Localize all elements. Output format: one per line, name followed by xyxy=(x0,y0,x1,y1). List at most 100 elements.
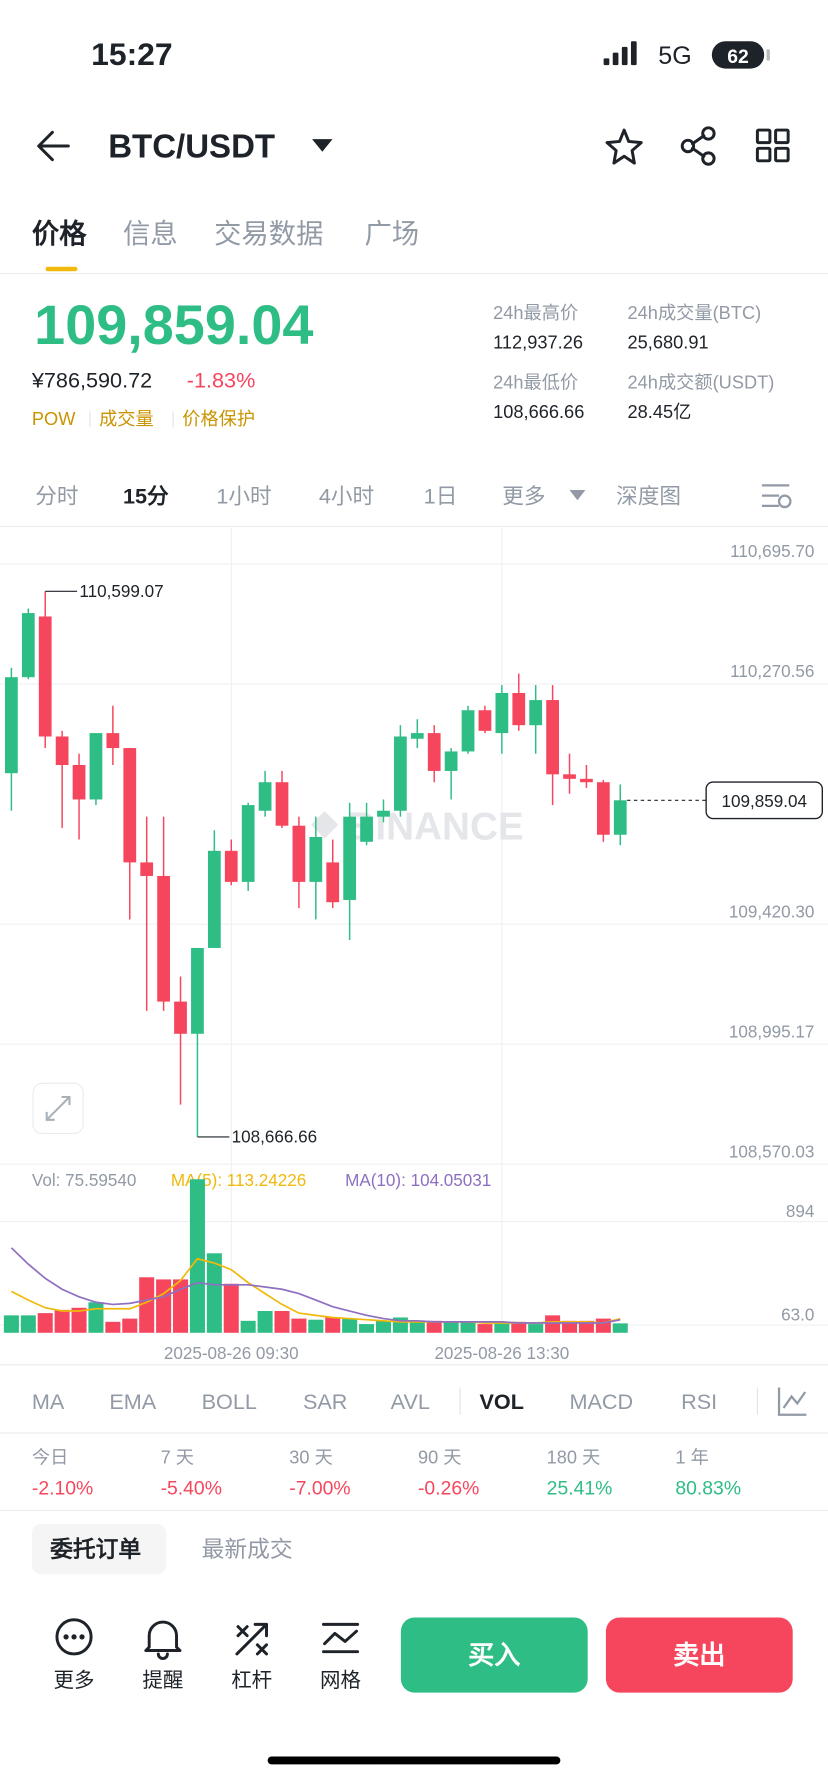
nav-label[interactable]: 网格 xyxy=(320,1669,361,1692)
volume-bar xyxy=(189,1179,205,1333)
volume-bar xyxy=(308,1319,324,1333)
last-price-label: 109,859.04 xyxy=(721,792,806,811)
candle-body xyxy=(207,850,221,948)
share-button[interactable] xyxy=(680,126,716,166)
tab-trading-data[interactable]: 交易数据 xyxy=(214,218,323,249)
nav-label[interactable]: 提醒 xyxy=(142,1669,183,1692)
buy-button[interactable] xyxy=(400,1617,588,1693)
tag[interactable]: 成交量 xyxy=(99,409,154,429)
volume-bar xyxy=(511,1321,527,1333)
tab-price[interactable]: 价格 xyxy=(32,218,87,249)
home-indicator xyxy=(267,1756,561,1765)
back-button[interactable] xyxy=(37,130,70,162)
tab-indicator xyxy=(45,266,78,272)
volume-bar xyxy=(359,1324,375,1333)
candle-body xyxy=(360,816,373,842)
candle-body xyxy=(157,875,170,1002)
indicator-tab[interactable]: MA xyxy=(32,1389,65,1414)
candle-body xyxy=(377,810,390,817)
indicator-tab[interactable]: EMA xyxy=(109,1389,156,1414)
pair-title[interactable]: BTC/USDT xyxy=(108,127,275,164)
period-label: 30 天 xyxy=(289,1448,333,1468)
signal-icon xyxy=(603,41,637,66)
candle-body xyxy=(241,805,255,882)
volume-bar xyxy=(3,1315,19,1333)
nav-label[interactable]: 更多 xyxy=(54,1669,95,1692)
candle-body xyxy=(596,782,610,835)
indicator-tab[interactable]: SAR xyxy=(303,1389,347,1414)
candle-body xyxy=(478,710,492,731)
sell-button[interactable] xyxy=(605,1617,793,1693)
candle-body xyxy=(613,800,627,835)
interval-more[interactable]: 更多 xyxy=(502,484,545,509)
indicator-tab[interactable]: AVL xyxy=(391,1389,430,1414)
indicator-settings[interactable] xyxy=(777,1387,807,1416)
last-price: 109,859.04 xyxy=(34,293,313,356)
volume-bar xyxy=(426,1320,442,1333)
order-tab[interactable]: 最新成交 xyxy=(202,1536,293,1562)
depth-tab[interactable]: 深度图 xyxy=(616,484,681,509)
tag[interactable]: POW xyxy=(32,409,76,429)
order-tab-active[interactable]: 委托订单 xyxy=(49,1536,141,1562)
volume-bar xyxy=(494,1321,510,1333)
chart-settings[interactable] xyxy=(761,484,792,509)
candle-body xyxy=(326,862,340,903)
more-icon[interactable] xyxy=(55,1618,93,1656)
volume-bar xyxy=(223,1283,239,1333)
indicator-tab[interactable]: BOLL xyxy=(202,1389,257,1414)
candle-body xyxy=(563,774,576,779)
volume-bar xyxy=(71,1307,87,1333)
candle-body xyxy=(5,677,18,774)
indicator-tab[interactable]: MACD xyxy=(569,1389,633,1414)
tag[interactable]: 价格保护 xyxy=(182,409,255,429)
stat-label: 24h成交额(USDT) xyxy=(628,373,775,393)
interval-tab[interactable]: 4小时 xyxy=(319,484,374,509)
legend-entry: Vol: 75.59540 xyxy=(32,1171,136,1190)
period-label: 1 年 xyxy=(675,1448,708,1468)
candle-body xyxy=(123,748,137,863)
favorite-button[interactable] xyxy=(605,128,643,165)
interval-tab[interactable]: 1小时 xyxy=(216,484,271,509)
volume-bar xyxy=(88,1302,104,1333)
sell-label[interactable]: 卖出 xyxy=(673,1640,725,1670)
watermark-logo xyxy=(310,811,339,839)
period-change: 25.41% xyxy=(547,1478,613,1500)
interval-tab[interactable]: 分时 xyxy=(35,484,78,509)
candle-body xyxy=(191,947,204,1034)
legend-entry: MA(10): 104.05031 xyxy=(345,1171,491,1190)
volume-bar xyxy=(562,1320,578,1333)
menu-button[interactable] xyxy=(755,128,790,163)
leverage-icon[interactable] xyxy=(235,1622,268,1656)
volume-bar xyxy=(409,1320,425,1333)
candle-body xyxy=(21,613,35,678)
battery-icon xyxy=(711,41,765,69)
interval-tab[interactable]: 1日 xyxy=(424,484,458,509)
y-tick-label: 63.0 xyxy=(781,1305,814,1324)
volume-bar xyxy=(375,1320,391,1333)
volume-bar xyxy=(477,1324,493,1333)
buy-label[interactable]: 买入 xyxy=(468,1640,520,1670)
indicator-tab-active[interactable]: VOL xyxy=(479,1389,523,1414)
nav-label[interactable]: 杠杆 xyxy=(231,1669,272,1692)
tab-info[interactable]: 信息 xyxy=(123,218,178,249)
y-tick-label: 108,995.17 xyxy=(729,1022,814,1041)
x-tick-label: 2025-08-26 13:30 xyxy=(434,1344,569,1363)
period-change: -7.00% xyxy=(289,1478,350,1500)
stat-value: 25,680.91 xyxy=(628,333,709,353)
candle-body xyxy=(461,710,475,752)
x-tick-label: 2025-08-26 09:30 xyxy=(164,1344,299,1363)
volume-bar xyxy=(257,1311,273,1333)
grid-icon[interactable] xyxy=(321,1622,360,1654)
fullscreen-icon xyxy=(45,1095,71,1121)
y-tick-label: 110,270.56 xyxy=(730,662,814,681)
volume-bar xyxy=(37,1313,53,1333)
alert-icon[interactable] xyxy=(144,1620,182,1660)
tab-square[interactable]: 广场 xyxy=(364,218,419,249)
y-tick-label: 109,420.30 xyxy=(729,902,814,921)
candle-body xyxy=(55,736,69,766)
volume-bar xyxy=(173,1279,189,1333)
more-dropdown[interactable] xyxy=(569,489,586,501)
pair-dropdown[interactable] xyxy=(312,139,333,152)
interval-tab-active[interactable]: 15分 xyxy=(123,484,169,509)
indicator-tab[interactable]: RSI xyxy=(681,1389,717,1414)
